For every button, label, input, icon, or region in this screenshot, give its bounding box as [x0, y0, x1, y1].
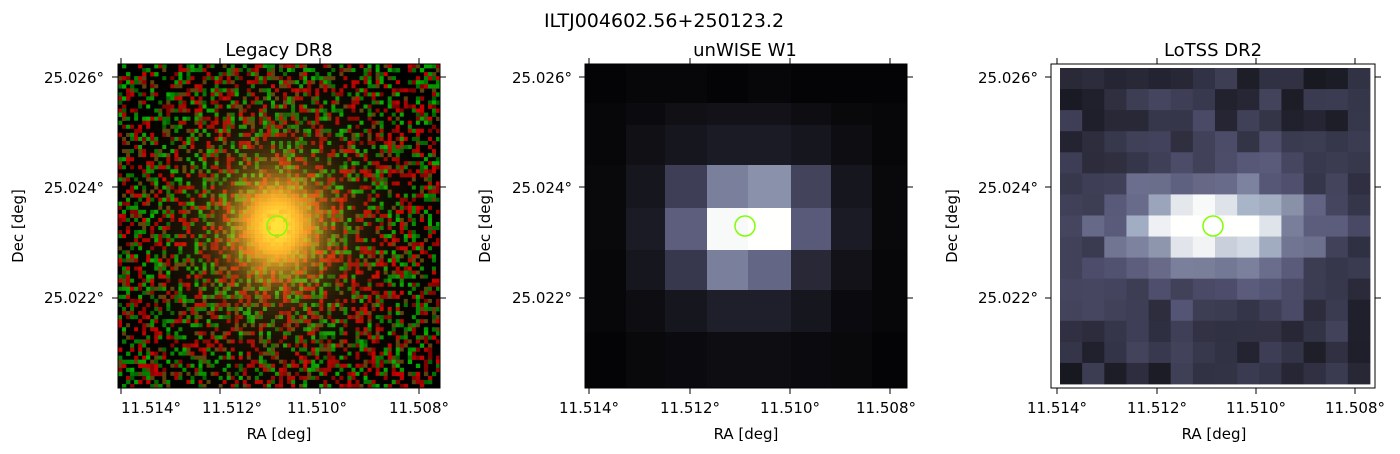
panel-title: LoTSS DR2 [1164, 40, 1262, 61]
x-tick-label: 11.510° [1226, 399, 1286, 417]
source-marker [734, 215, 756, 237]
axes-frame [584, 63, 908, 389]
y-axis-label: Dec [deg] [9, 189, 27, 263]
panel-title: Legacy DR8 [225, 40, 332, 61]
lotss-image [1051, 64, 1375, 388]
y-tick-label: 25.024° [44, 179, 104, 197]
axes-frame [1050, 63, 1376, 389]
y-tick-label: 25.026° [44, 69, 104, 87]
panel-title: unWISE W1 [693, 40, 797, 61]
panel-unwise: unWISE W1 11.514° 11.512° 11.510° 11.508… [476, 40, 916, 443]
x-tick-label: 11.514° [559, 399, 619, 417]
y-tick-label: 25.026° [978, 69, 1038, 87]
axes-frame [117, 63, 441, 389]
x-tick-label: 11.512° [1127, 399, 1187, 417]
x-axis-label: RA [deg] [1182, 425, 1247, 443]
y-tick-label: 25.022° [512, 289, 572, 307]
y-tick-label: 25.024° [512, 179, 572, 197]
x-axis-label: RA [deg] [247, 425, 312, 443]
y-tick-label: 25.022° [44, 289, 104, 307]
source-marker [1202, 215, 1224, 237]
x-tick-label: 11.508° [856, 399, 916, 417]
x-tick-label: 11.512° [660, 399, 720, 417]
source-marker [266, 215, 288, 237]
axis-ticks [112, 58, 446, 394]
legacy-image [118, 64, 441, 389]
x-tick-label: 11.514° [121, 399, 181, 417]
unwise-image [585, 64, 908, 389]
x-tick-label: 11.512° [202, 399, 262, 417]
x-tick-label: 11.508° [1325, 399, 1385, 417]
y-tick-label: 25.022° [978, 289, 1038, 307]
panel-legacy: Legacy DR8 11.514° 11.512° 11.510° 11.50… [9, 40, 449, 443]
axis-ticks [579, 58, 913, 394]
axis-ticks [1045, 58, 1381, 394]
x-tick-label: 11.510° [287, 399, 347, 417]
y-tick-label: 25.024° [978, 179, 1038, 197]
x-tick-label: 11.510° [760, 399, 820, 417]
y-axis-label: Dec [deg] [943, 189, 961, 263]
y-axis-label: Dec [deg] [476, 189, 494, 263]
panel-lotss: LoTSS DR2 11.514° 11.512° 11.510° 11.508… [943, 40, 1385, 443]
x-tick-label: 11.508° [389, 399, 449, 417]
y-tick-label: 25.026° [512, 69, 572, 87]
figure-title: ILTJ004602.56+250123.2 [544, 10, 784, 32]
x-tick-label: 11.514° [1027, 399, 1087, 417]
x-axis-label: RA [deg] [714, 425, 779, 443]
